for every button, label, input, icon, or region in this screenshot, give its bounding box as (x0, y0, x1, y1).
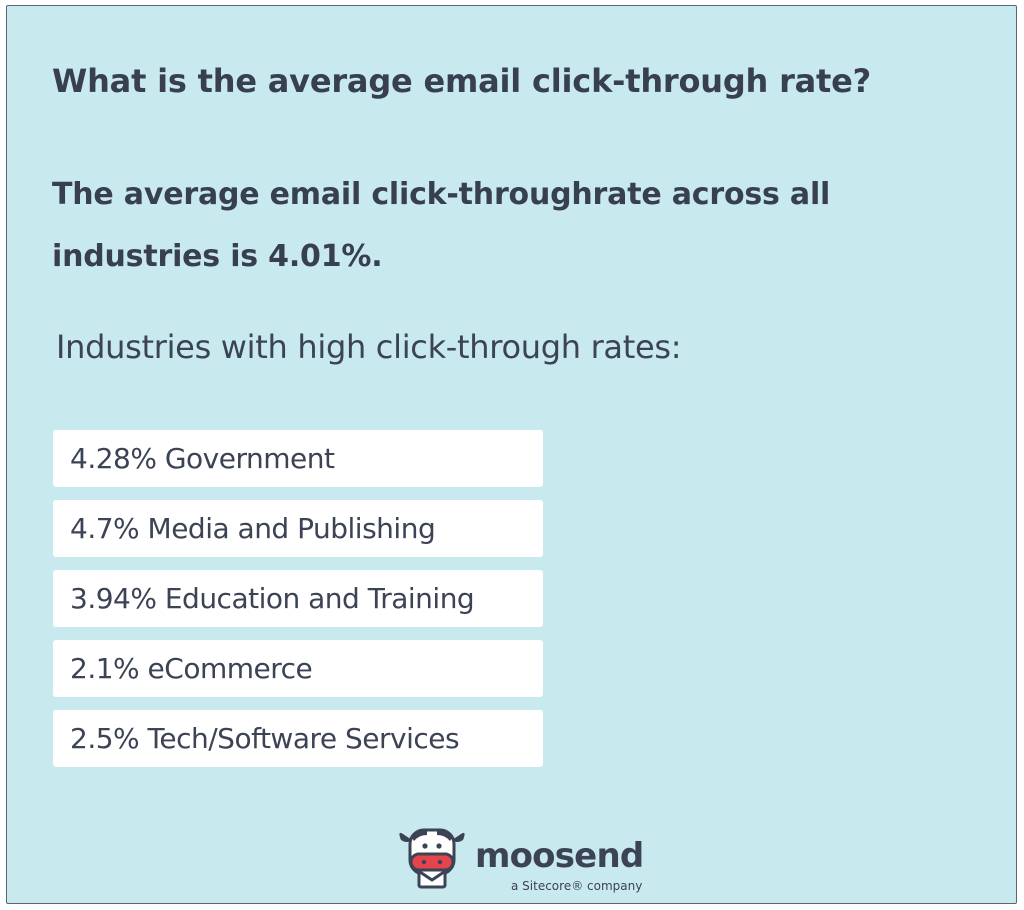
infographic-card: What is the average email click-through … (6, 5, 1017, 904)
page-title: What is the average email click-through … (52, 62, 872, 100)
industry-item-ecommerce: 2.1% eCommerce (53, 640, 543, 697)
brand-logo: moosend a Sitecore® company (397, 824, 644, 894)
cow-logo-icon (399, 828, 465, 889)
industries-subheading: Industries with high click-through rates… (56, 328, 682, 366)
industry-item-media-publishing: 4.7% Media and Publishing (53, 500, 543, 557)
industry-item-government: 4.28% Government (53, 430, 543, 487)
brand-wordmark: moosend (475, 836, 644, 876)
average-rate-summary: The average email click-throughrate acro… (52, 177, 831, 274)
industry-item-tech-software: 2.5% Tech/Software Services (53, 710, 543, 767)
industry-item-education-training: 3.94% Education and Training (53, 570, 543, 627)
brand-tagline: a Sitecore® company (511, 879, 643, 893)
industry-list: 4.28% Government 4.7% Media and Publishi… (53, 430, 543, 780)
